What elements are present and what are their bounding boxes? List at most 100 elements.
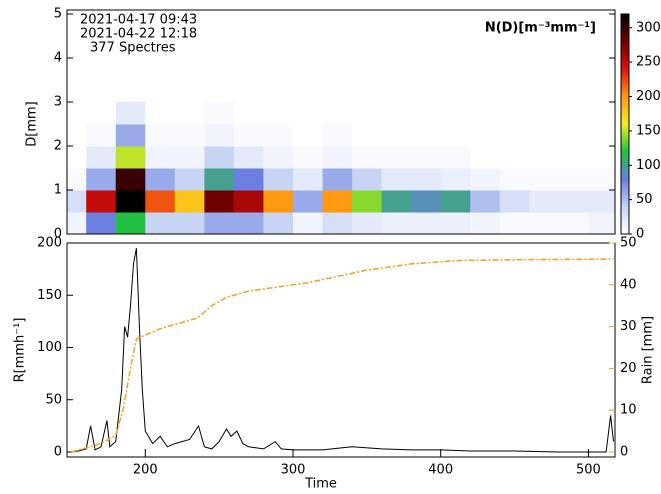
y2-tick-label: 40 bbox=[620, 277, 637, 292]
y2-tick-label: 10 bbox=[620, 403, 637, 418]
cell bbox=[145, 168, 176, 191]
cell bbox=[174, 168, 205, 191]
cell bbox=[145, 190, 176, 213]
cell bbox=[352, 212, 383, 234]
x-tick-label: 300 bbox=[281, 463, 306, 478]
colorbar-label: N(D)[m⁻³mm⁻¹] bbox=[485, 21, 596, 36]
cell bbox=[233, 146, 264, 169]
cell bbox=[322, 146, 353, 169]
cell bbox=[411, 168, 442, 191]
cell bbox=[86, 146, 117, 169]
cell bbox=[381, 146, 412, 169]
y-label: R[mmh⁻¹] bbox=[13, 318, 28, 383]
cell bbox=[67, 168, 87, 191]
cell bbox=[558, 212, 589, 234]
cell bbox=[588, 168, 615, 191]
y-tick-label: 3 bbox=[54, 95, 62, 110]
y-tick-label: 2 bbox=[54, 139, 62, 154]
colorbar-tick-label: 250 bbox=[636, 55, 661, 70]
cell bbox=[233, 102, 264, 125]
cell bbox=[499, 168, 530, 191]
cell bbox=[292, 146, 324, 169]
cell bbox=[292, 190, 324, 213]
cell bbox=[558, 124, 589, 147]
cell bbox=[470, 212, 501, 234]
cell bbox=[86, 124, 117, 147]
cell bbox=[529, 124, 560, 147]
cell bbox=[292, 102, 324, 125]
x-tick-label: 400 bbox=[428, 463, 453, 478]
cell bbox=[499, 190, 530, 213]
cell bbox=[558, 102, 589, 125]
cell bbox=[86, 102, 117, 125]
x-tick-label: 200 bbox=[133, 463, 158, 478]
cell bbox=[67, 124, 87, 147]
cell bbox=[470, 168, 501, 191]
colorbar-tick-label: 300 bbox=[636, 20, 661, 35]
colorbar-tick-label: 200 bbox=[636, 89, 661, 104]
cell bbox=[145, 124, 176, 147]
x-label: Time bbox=[304, 477, 337, 491]
y-label: D[mm] bbox=[25, 101, 40, 146]
cell bbox=[529, 168, 560, 191]
y-tick-label: 5 bbox=[54, 7, 62, 22]
cell bbox=[115, 168, 146, 191]
y-tick-label: 1 bbox=[54, 183, 62, 198]
cell bbox=[86, 168, 117, 191]
cell bbox=[440, 146, 471, 169]
y2-tick-label: 50 bbox=[620, 236, 637, 251]
cell bbox=[411, 102, 442, 125]
cell bbox=[558, 168, 589, 191]
y-tick-label: 4 bbox=[54, 51, 62, 66]
cell bbox=[558, 146, 589, 169]
colorbar-tick-label: 0 bbox=[636, 227, 644, 242]
cell bbox=[204, 168, 235, 191]
cell bbox=[352, 124, 383, 147]
cell bbox=[115, 124, 146, 147]
cell bbox=[322, 124, 353, 147]
cell bbox=[529, 146, 560, 169]
cell bbox=[352, 102, 383, 125]
cell bbox=[233, 168, 264, 191]
cell bbox=[588, 124, 615, 147]
cell bbox=[145, 102, 176, 125]
cell bbox=[470, 146, 501, 169]
cell bbox=[411, 146, 442, 169]
annotation: 2021-04-22 12:18 bbox=[80, 27, 197, 42]
annotation: 377 Spectres bbox=[90, 41, 176, 56]
cell bbox=[529, 102, 560, 125]
y-tick-label: 0 bbox=[54, 227, 62, 242]
cell bbox=[440, 190, 471, 213]
cell bbox=[352, 146, 383, 169]
cell bbox=[352, 168, 383, 191]
y-tick-label: 0 bbox=[54, 445, 62, 460]
y-tick-label: 50 bbox=[45, 392, 62, 407]
cell bbox=[588, 190, 615, 213]
cell bbox=[440, 102, 471, 125]
cell bbox=[292, 168, 324, 191]
cell bbox=[470, 190, 501, 213]
cell bbox=[67, 190, 87, 213]
series-line bbox=[71, 258, 614, 453]
cell bbox=[558, 190, 589, 213]
cell bbox=[440, 212, 471, 234]
cell bbox=[115, 102, 146, 125]
cell bbox=[440, 124, 471, 147]
cell bbox=[588, 146, 615, 169]
cell bbox=[204, 190, 235, 213]
cell bbox=[499, 124, 530, 147]
y2-label: Rain [mm] bbox=[641, 316, 656, 384]
cell bbox=[470, 124, 501, 147]
cell bbox=[381, 124, 412, 147]
y2-tick-label: 20 bbox=[620, 361, 637, 376]
cell bbox=[263, 168, 294, 191]
y2-tick-label: 30 bbox=[620, 319, 637, 334]
cell bbox=[204, 124, 235, 147]
cell bbox=[499, 146, 530, 169]
cell bbox=[411, 212, 442, 234]
cell bbox=[263, 102, 294, 125]
cell bbox=[145, 212, 176, 234]
cell bbox=[381, 212, 412, 234]
cell bbox=[292, 124, 324, 147]
series-line bbox=[71, 248, 614, 453]
